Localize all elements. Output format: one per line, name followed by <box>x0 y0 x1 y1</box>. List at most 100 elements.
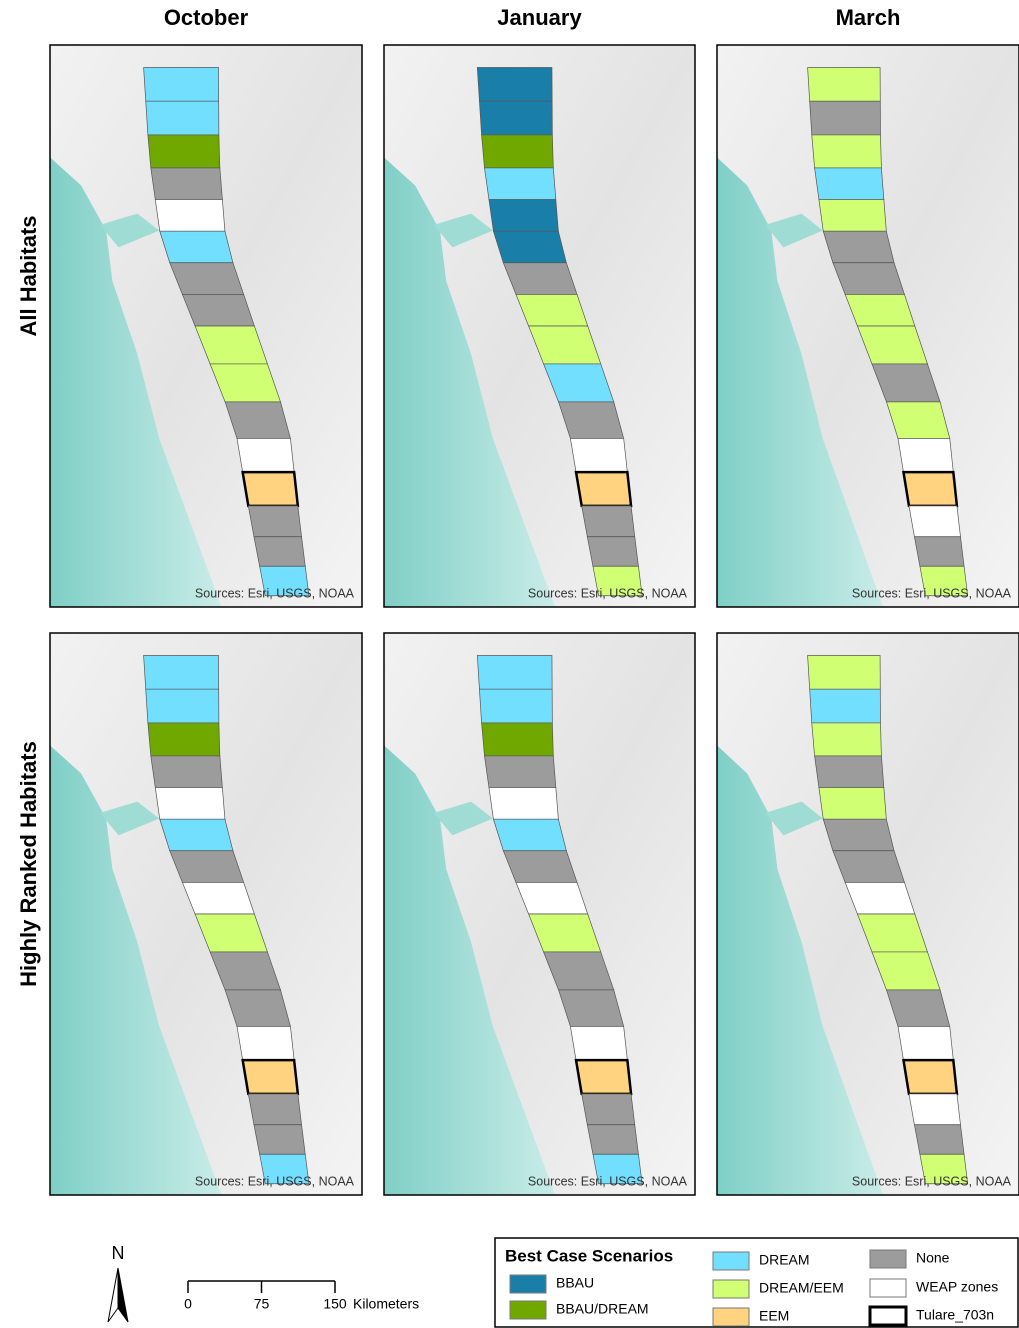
zone <box>182 882 254 914</box>
zone <box>489 200 558 232</box>
north-arrow-left <box>108 1268 118 1322</box>
scale-unit: Kilometers <box>353 1296 419 1312</box>
zone <box>903 1060 956 1094</box>
zone <box>489 788 558 820</box>
zone <box>237 1026 294 1060</box>
map-content <box>384 45 695 607</box>
legend-swatch <box>510 1301 546 1319</box>
zone <box>587 1125 638 1155</box>
zone <box>815 168 884 200</box>
north-arrow-right <box>118 1268 128 1322</box>
zone <box>898 438 953 472</box>
zone <box>182 294 254 326</box>
legend-swatch <box>870 1279 906 1297</box>
zone <box>576 472 631 506</box>
zone <box>516 882 588 914</box>
zone <box>225 990 290 1027</box>
legend-label: DREAM <box>759 1252 810 1268</box>
zone <box>819 788 886 820</box>
legend-label: Tulare_703n <box>916 1307 994 1323</box>
map-panel: Sources: Esri, USGS, NOAA <box>717 45 1019 607</box>
zone <box>493 819 566 851</box>
map-panel: Sources: Esri, USGS, NOAA <box>384 633 695 1195</box>
legend-label: BBAU <box>556 1275 594 1291</box>
zone <box>254 537 305 567</box>
zone <box>808 655 881 689</box>
zone <box>845 294 915 326</box>
legend-label: DREAM/EEM <box>759 1280 844 1296</box>
zone <box>914 1125 964 1155</box>
zone <box>823 231 894 263</box>
zone <box>808 67 881 101</box>
legend-label: BBAU/DREAM <box>556 1301 649 1317</box>
zone <box>559 402 624 439</box>
map-content <box>717 633 1019 1195</box>
zone <box>810 689 881 723</box>
legend-swatch <box>713 1252 749 1270</box>
legend-label: WEAP zones <box>916 1279 998 1295</box>
column-header: January <box>497 5 582 30</box>
zone <box>570 1026 627 1060</box>
zone <box>582 506 635 537</box>
zone <box>477 67 552 101</box>
zone <box>482 723 554 756</box>
zone <box>479 101 552 135</box>
zone <box>823 819 894 851</box>
map-content <box>50 45 362 607</box>
zone <box>151 168 223 200</box>
zone <box>144 67 219 101</box>
legend-label: None <box>916 1250 950 1266</box>
zone <box>148 723 220 756</box>
zone <box>886 402 949 439</box>
zone <box>170 263 244 295</box>
zone <box>248 1094 301 1125</box>
legend-swatch <box>510 1275 546 1293</box>
zone <box>248 506 301 537</box>
scale-label: 0 <box>184 1296 192 1312</box>
row-label: All Habitats <box>16 215 41 336</box>
map-panel: Sources: Esri, USGS, NOAA <box>50 633 362 1195</box>
zone <box>886 990 949 1027</box>
zone <box>146 101 219 135</box>
scale-label: 150 <box>323 1296 347 1312</box>
zone <box>254 1125 305 1155</box>
zone <box>148 135 220 168</box>
map-panel: Sources: Esri, USGS, NOAA <box>717 633 1019 1195</box>
zone <box>898 1026 953 1060</box>
zone <box>484 756 555 788</box>
source-text: Sources: Esri, USGS, NOAA <box>852 586 1012 600</box>
map-panel: Sources: Esri, USGS, NOAA <box>384 45 695 607</box>
zone <box>484 168 555 200</box>
figure: OctoberJanuaryMarchAll HabitatsHighly Ra… <box>0 0 1019 1328</box>
zone <box>151 756 223 788</box>
zone <box>477 655 552 689</box>
zone <box>503 263 577 295</box>
zone <box>833 851 905 883</box>
zone <box>812 723 882 756</box>
zone <box>160 231 233 263</box>
legend-label: EEM <box>759 1308 789 1324</box>
zone <box>570 438 627 472</box>
zone <box>237 438 294 472</box>
zone <box>144 655 219 689</box>
legend-swatch <box>870 1250 906 1268</box>
scale-label: 75 <box>254 1296 270 1312</box>
zone <box>516 294 588 326</box>
zone <box>479 689 552 723</box>
zone <box>160 819 233 851</box>
zone <box>587 537 638 567</box>
legend-title: Best Case Scenarios <box>505 1246 673 1265</box>
map-content <box>384 633 695 1195</box>
north-label: N <box>112 1243 125 1263</box>
zone <box>810 101 881 135</box>
zone <box>170 851 244 883</box>
legend-swatch <box>870 1307 906 1325</box>
zone <box>482 135 554 168</box>
column-header: October <box>164 5 249 30</box>
zone <box>582 1094 635 1125</box>
zone <box>493 231 566 263</box>
map-content <box>50 633 362 1195</box>
column-header: March <box>836 5 901 30</box>
zone <box>146 689 219 723</box>
source-text: Sources: Esri, USGS, NOAA <box>852 1174 1012 1188</box>
